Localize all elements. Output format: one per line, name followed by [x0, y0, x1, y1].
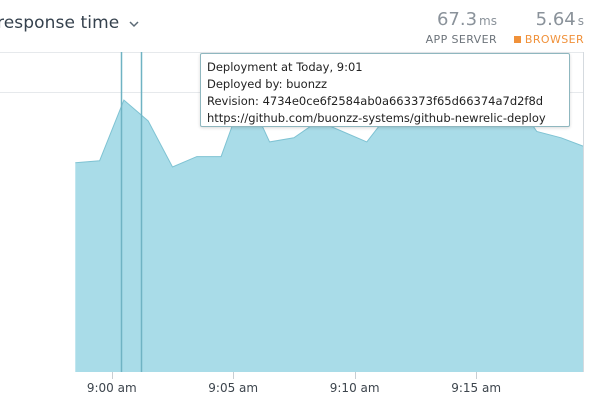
chart-title: response time	[0, 13, 120, 33]
x-axis: am9:00 am9:05 am9:10 am9:15 am	[0, 372, 603, 406]
tooltip-deployed-by: Deployed by: buonzz	[207, 77, 328, 91]
browser-metric[interactable]: 5.64 s BROWSER	[513, 9, 584, 46]
tooltip-revision: Revision: 4734e0ce6f2584ab0a663373f65d66…	[207, 94, 544, 108]
x-tick-label: 9:15 am	[451, 381, 502, 395]
chart-header: response time 67.3 ms APP SERVER 5.64 s BR…	[0, 0, 603, 52]
x-tick-label: 9:00 am	[86, 381, 137, 395]
app-server-metric[interactable]: 67.3 ms APP SERVER	[425, 9, 497, 47]
x-tick	[111, 372, 113, 379]
tooltip-deploy-url: https://github.com/buonzz-systems/github…	[207, 111, 546, 125]
tooltip-deployment-time: Deployment at Today, 9:01	[207, 60, 363, 74]
x-tick	[476, 372, 478, 379]
metric-selector[interactable]: response time	[0, 13, 141, 33]
x-tick	[233, 372, 235, 379]
browser-value: 5.64	[535, 9, 576, 30]
x-tick-label: 9:05 am	[208, 381, 259, 395]
deployment-tooltip: Deployment at Today, 9:01 Deployed by: b…	[200, 53, 570, 127]
x-tick	[354, 372, 356, 379]
browser-legend-swatch	[513, 36, 521, 43]
x-tick-label: 9:10 am	[329, 381, 380, 395]
response-time-area	[75, 89, 584, 372]
app-server-value: 67.3	[436, 9, 478, 30]
app-server-unit: ms	[479, 14, 497, 28]
browser-unit: s	[577, 14, 584, 28]
browser-label: BROWSER	[524, 33, 584, 46]
chevron-down-icon	[127, 16, 141, 30]
app-server-label: APP SERVER	[425, 33, 497, 46]
